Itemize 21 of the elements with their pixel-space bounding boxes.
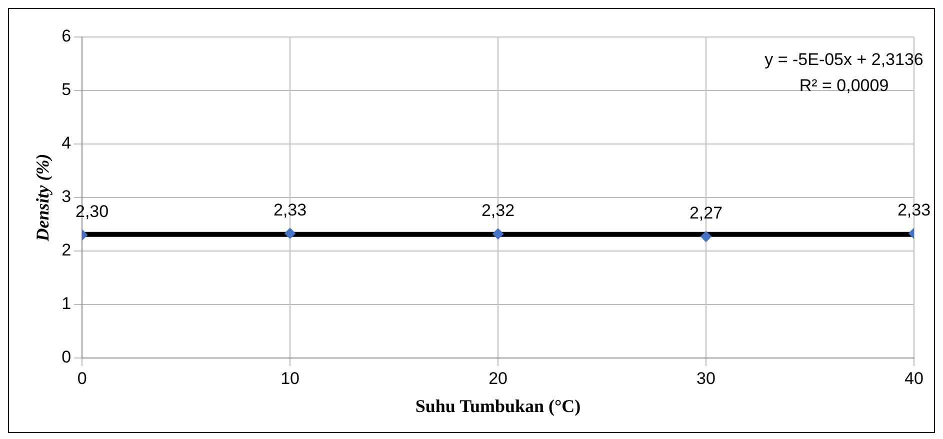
data-label: 2,27 xyxy=(689,204,723,223)
data-label: 2,30 xyxy=(76,202,109,221)
y-tick-label: 1 xyxy=(62,294,72,314)
annotation: y = -5E-05x + 2,3136 xyxy=(764,50,924,69)
x-tick-label: 40 xyxy=(904,368,924,388)
y-tick-label: 6 xyxy=(62,26,72,46)
x-tick-label: 20 xyxy=(488,368,508,388)
y-tick-label: 2 xyxy=(62,240,72,260)
y-tick-label: 0 xyxy=(62,348,72,367)
y-tick-label: 5 xyxy=(62,80,72,100)
annotation: R² = 0,0009 xyxy=(799,76,889,95)
x-tick-label: 10 xyxy=(280,368,300,388)
data-label: 2,33 xyxy=(273,200,307,220)
data-label: 2,32 xyxy=(481,200,515,220)
y-tick-label: 3 xyxy=(62,187,72,206)
y-tick-label: 4 xyxy=(62,134,72,153)
x-axis-title: Suhu Tumbukan (°C) xyxy=(415,396,581,416)
y-axis-title: Density (%) xyxy=(32,154,52,242)
data-label: 2,33 xyxy=(897,200,931,220)
x-tick-label: 30 xyxy=(696,368,716,388)
x-tick-label: 0 xyxy=(77,368,87,388)
